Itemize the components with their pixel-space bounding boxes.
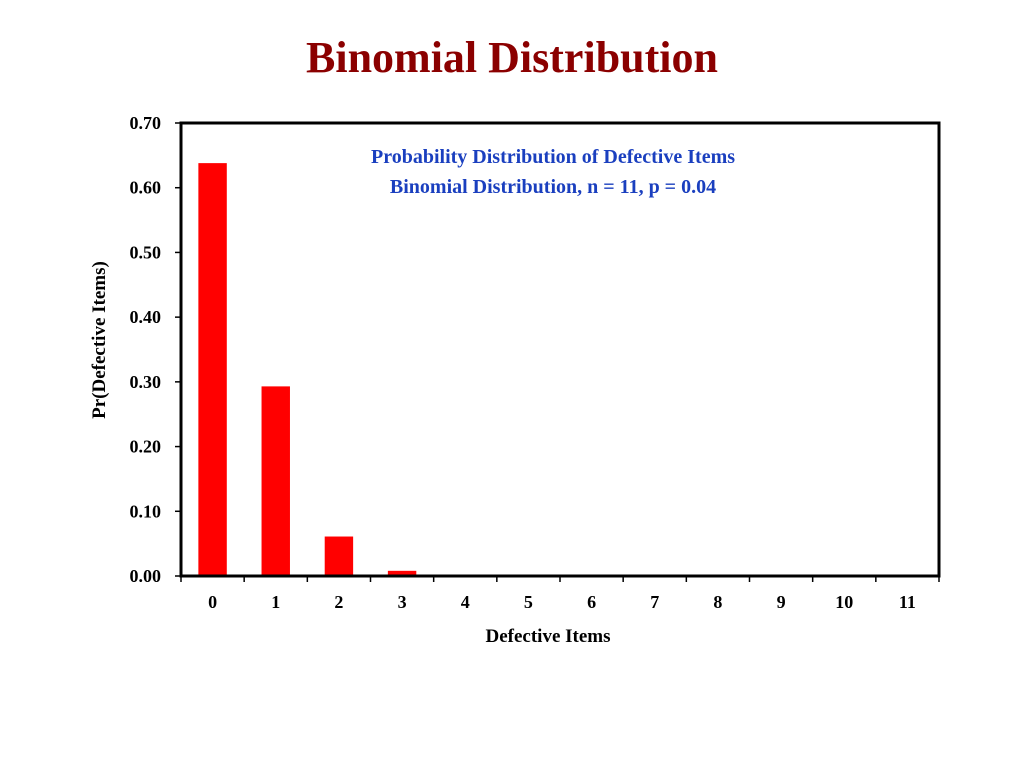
y-tick-label: 0.00 — [130, 566, 162, 586]
chart-title-line-2: Binomial Distribution, n = 11, p = 0.04 — [390, 176, 716, 198]
y-axis-label: Pr(Defective Items) — [89, 261, 110, 419]
bar-0 — [198, 163, 227, 576]
x-tick-label: 7 — [650, 592, 659, 612]
plot-frame — [179, 121, 941, 578]
x-tick-label: 6 — [587, 592, 596, 612]
x-axis: 0 1 2 3 4 5 6 7 8 9 10 11 — [180, 576, 940, 612]
chart-title-line-1: Probability Distribution of Defective It… — [371, 146, 735, 168]
slide-title: Binomial Distribution — [306, 33, 718, 82]
bar-series — [198, 163, 922, 576]
x-axis-label: Defective Items — [485, 626, 610, 647]
x-tick-label: 9 — [777, 592, 786, 612]
x-tick-label: 3 — [398, 592, 407, 612]
x-tick-label: 2 — [334, 592, 343, 612]
x-tick-label: 8 — [713, 592, 722, 612]
y-tick-label: 0.60 — [130, 178, 162, 198]
x-tick-label: 10 — [835, 592, 853, 612]
y-tick-label: 0.10 — [130, 501, 162, 521]
x-tick-label: 4 — [461, 592, 470, 612]
x-tick-label: 11 — [899, 592, 916, 612]
bar-2 — [324, 536, 354, 576]
x-tick-label: 0 — [208, 592, 217, 612]
x-tick-label: 5 — [524, 592, 533, 612]
y-tick-label: 0.20 — [130, 437, 162, 457]
x-tick-label: 1 — [271, 592, 280, 612]
y-tick-label: 0.50 — [130, 242, 162, 262]
y-tick-label: 0.30 — [130, 372, 162, 392]
y-axis: 0.00 0.10 0.20 0.30 0.40 0.50 0.60 0.70 — [130, 113, 181, 586]
y-tick-label: 0.70 — [130, 113, 162, 133]
bar-1 — [261, 386, 290, 576]
bar-3 — [387, 570, 417, 576]
y-tick-label: 0.40 — [130, 307, 162, 327]
